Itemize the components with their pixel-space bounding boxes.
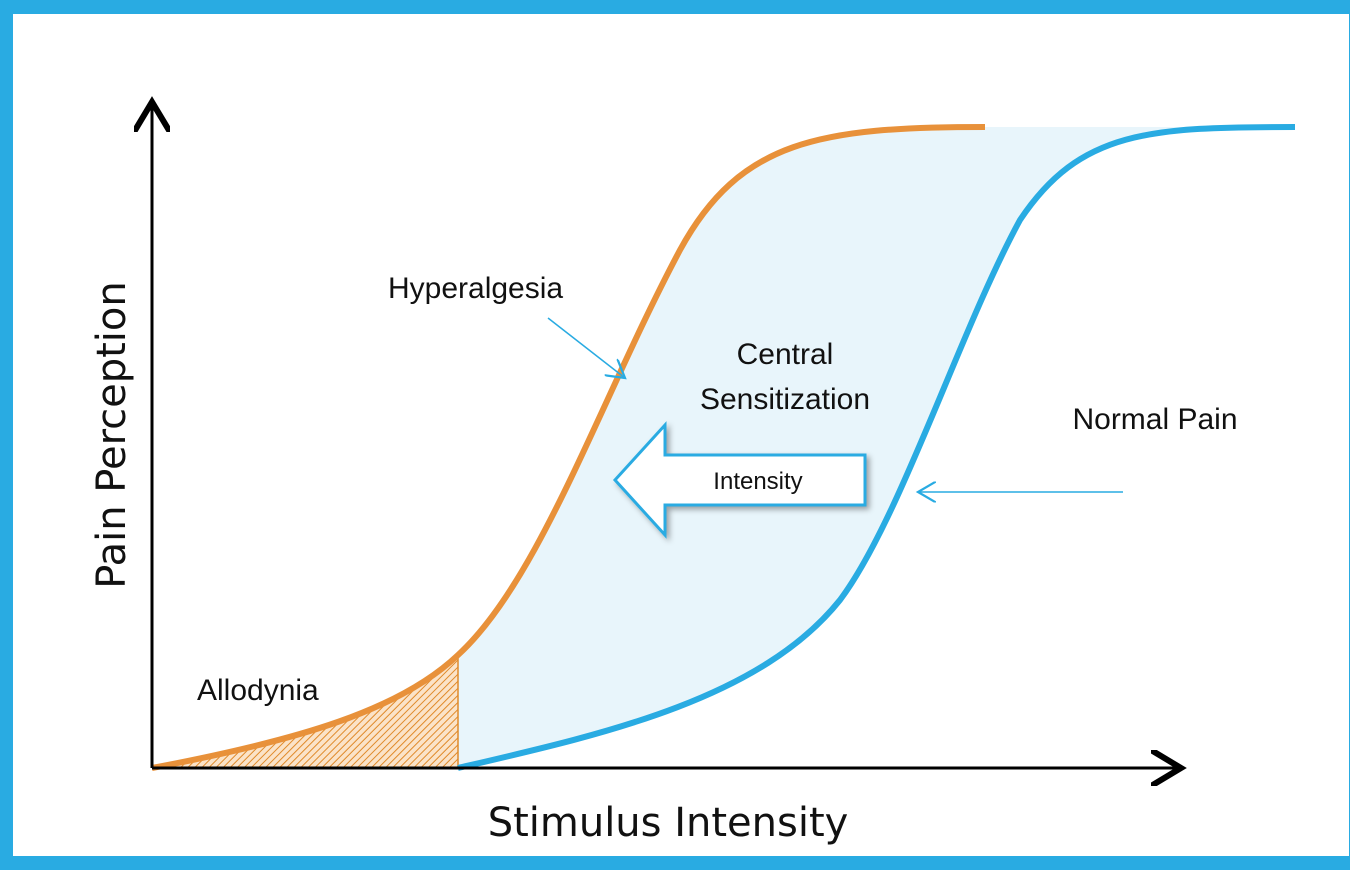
allodynia-label: Allodynia — [197, 674, 319, 707]
hyperalgesia-curve — [151, 124, 986, 771]
allodynia-area — [152, 655, 458, 768]
sensitization-area — [458, 127, 1295, 768]
y-axis-label: Pain Perception — [89, 281, 135, 589]
x-axis-label: Stimulus Intensity — [488, 800, 849, 846]
pointer — [547, 317, 625, 378]
central-label: Central — [737, 338, 834, 371]
intensity-arrow — [612, 421, 867, 539]
central-label: Sensitization — [700, 383, 870, 416]
normal-curve — [457, 124, 1296, 771]
normal-pain-label: Normal Pain — [1072, 403, 1237, 436]
intensity-label: Intensity — [713, 468, 802, 495]
hyperalgesia-label: Hyperalgesia — [388, 272, 563, 305]
